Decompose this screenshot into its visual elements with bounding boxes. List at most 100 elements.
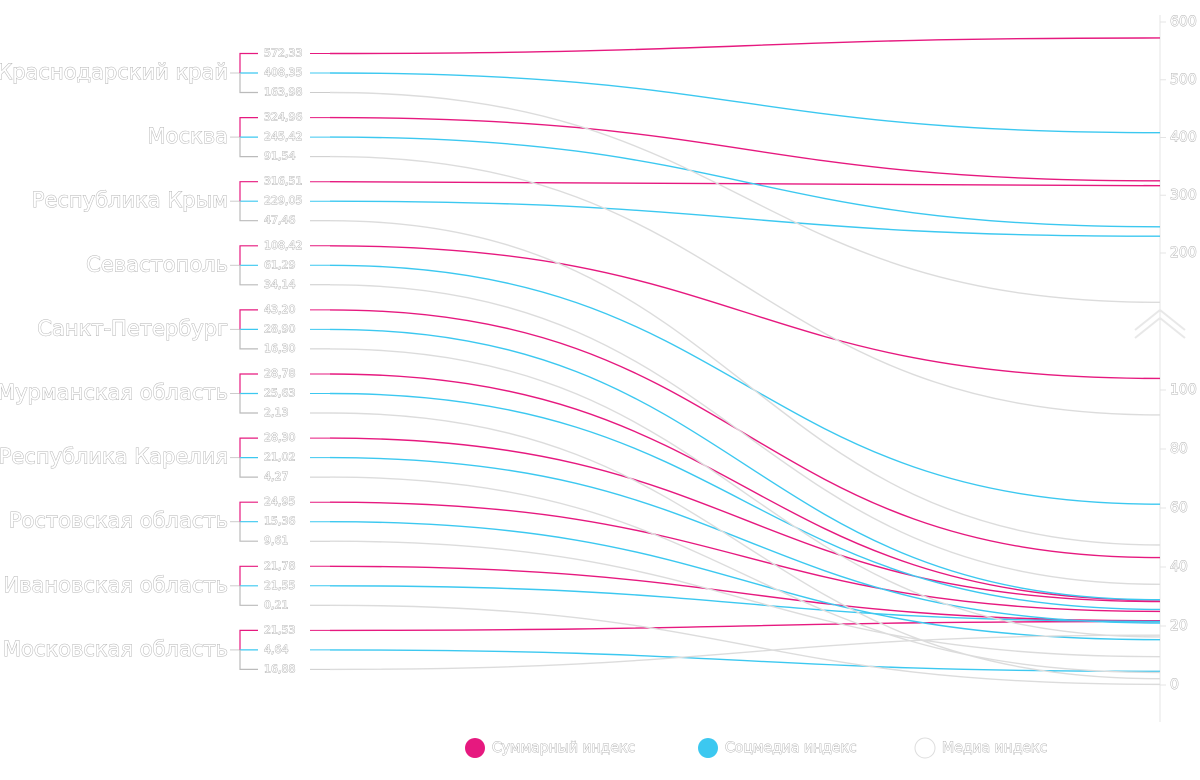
value-label: 21,55	[264, 579, 296, 592]
legend-swatch	[465, 738, 485, 758]
slope-line	[329, 501, 1161, 613]
y-tick-label: 300	[1170, 187, 1197, 203]
category-label: Севастополь	[86, 252, 228, 276]
slope-line	[329, 437, 1161, 603]
value-label: 28,30	[264, 431, 296, 444]
bracket-arm	[239, 329, 258, 350]
bracket-arm	[239, 501, 258, 522]
value-label: 24,95	[264, 495, 296, 508]
value-label: 25,63	[264, 387, 296, 400]
y-tick-label: 100	[1170, 382, 1197, 398]
y-tick-label: 40	[1170, 559, 1188, 575]
value-label: 28,90	[264, 322, 296, 335]
slope-line	[329, 200, 1161, 237]
y-tick-label: 600	[1170, 14, 1197, 30]
bracket-arm	[239, 265, 258, 286]
bracket-arm	[239, 585, 258, 606]
bracket-arm	[239, 373, 258, 394]
category-label: Москва	[148, 124, 228, 148]
y-tick-label: 200	[1170, 245, 1197, 261]
value-label: 9,61	[264, 534, 289, 547]
slope-line	[329, 91, 1161, 304]
value-label: 324,96	[264, 111, 303, 124]
bracket-arm	[239, 437, 258, 458]
slope-line	[329, 328, 1161, 601]
legend-swatch	[914, 737, 936, 759]
slope-line	[329, 412, 1161, 680]
slope-line	[329, 373, 1161, 601]
bracket-arm	[239, 309, 258, 330]
slope-line	[329, 620, 1161, 632]
bracket-arm	[239, 137, 258, 158]
y-tick-label: 0	[1170, 677, 1179, 693]
value-label: 21,53	[264, 623, 296, 636]
value-label: 163,98	[264, 86, 303, 99]
legend-label: Медиа индекс	[942, 740, 1047, 756]
value-label: 245,42	[264, 130, 303, 143]
category-label: Мурманская область	[0, 381, 228, 405]
legend-label: Соцмедиа индекс	[725, 740, 857, 756]
y-tick-label: 500	[1170, 72, 1197, 88]
y-tick-label: 80	[1170, 441, 1188, 457]
slope-line	[329, 521, 1161, 641]
slope-line	[329, 540, 1161, 658]
value-label: 229,05	[264, 194, 303, 207]
value-label: 47,46	[264, 214, 296, 227]
bracket-arm	[239, 117, 258, 138]
category-label: Санкт-Петербург	[37, 316, 228, 340]
bracket-arm	[239, 245, 258, 266]
value-label: 15,36	[264, 515, 296, 528]
slope-line	[329, 476, 1161, 674]
bracket-arm	[239, 521, 258, 542]
slope-line	[329, 155, 1161, 416]
slope-line	[329, 245, 1161, 380]
value-label: 316,51	[264, 175, 303, 188]
value-label: 572,33	[264, 47, 303, 60]
slope-line	[329, 284, 1161, 585]
value-label: 108,42	[264, 239, 303, 252]
value-label: 16,30	[264, 342, 296, 355]
slope-line	[329, 456, 1161, 624]
bracket-arm	[239, 181, 258, 202]
slope-line	[329, 392, 1161, 611]
value-label: 91,54	[264, 150, 296, 163]
bracket-arm	[239, 565, 258, 586]
category-label: Республика Крым	[32, 188, 228, 212]
bracket-arm	[239, 457, 258, 478]
category-label: Московская область	[3, 637, 228, 661]
value-label: 4,64	[264, 643, 289, 656]
slope-line	[329, 37, 1161, 55]
value-label: 28,78	[264, 367, 296, 380]
bracket-arm	[239, 201, 258, 222]
slope-line	[329, 116, 1161, 182]
value-label: 0,21	[264, 598, 289, 611]
slope-line	[329, 264, 1161, 505]
slope-line	[329, 565, 1161, 622]
slope-line	[329, 181, 1161, 187]
slope-line	[329, 634, 1161, 671]
value-label: 408,35	[264, 66, 303, 79]
legend-label: Суммарный индекс	[492, 740, 635, 756]
value-label: 16,88	[264, 662, 296, 675]
legend-swatch	[698, 738, 718, 758]
y-tick-label: 20	[1170, 618, 1188, 634]
slope-line	[329, 72, 1161, 134]
value-label: 21,02	[264, 451, 296, 464]
category-label: Ростовская область	[9, 509, 228, 533]
value-label: 43,20	[264, 303, 296, 316]
value-label: 21,78	[264, 559, 296, 572]
slope-line	[329, 649, 1161, 673]
y-tick-label: 400	[1170, 130, 1197, 146]
category-label: Ивановская область	[3, 573, 228, 597]
axis-break	[1134, 308, 1186, 339]
category-label: Республика Карелия	[0, 445, 228, 469]
slope-line	[329, 348, 1161, 638]
value-label: 34,14	[264, 278, 296, 291]
y-tick-label: 60	[1170, 500, 1188, 516]
value-label: 2,13	[264, 406, 289, 419]
bracket-arm	[239, 649, 258, 670]
slope-line	[329, 585, 1161, 623]
bracket-arm	[239, 73, 258, 94]
bracket-arm	[239, 393, 258, 414]
